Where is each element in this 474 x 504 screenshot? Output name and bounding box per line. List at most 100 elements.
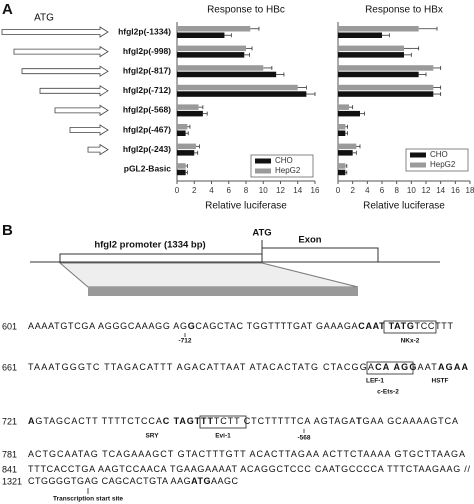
legend-swatch: [255, 168, 271, 174]
x-tick-label: 6: [227, 186, 232, 195]
error-bar: [185, 131, 189, 136]
sequence-segment: CAAT TATG: [358, 321, 414, 331]
annotation: c-Ets-2: [377, 389, 399, 396]
error-bar: [349, 105, 354, 110]
promoter-box: [59, 253, 263, 263]
x-tick-label: 16: [311, 186, 320, 195]
sequence-line: TAAATGGGTC TTAGACATTT AGACATTAAT ATACACT…: [28, 362, 468, 372]
promoter-label: hfgl2 promoter (1334 bp): [94, 240, 205, 251]
sequence-segment: GTAGCACTT TTTTCTCCA: [35, 416, 161, 426]
bar: [338, 150, 353, 156]
sequence-segment: TAAATGGGTC TTAGACATTT AGACATTAAT ATACACT…: [28, 362, 374, 372]
error-bar: [418, 72, 427, 77]
sequence-segment: T: [356, 416, 362, 426]
bar: [338, 143, 357, 150]
error-bar: [246, 46, 253, 51]
zoom-bar: [88, 287, 358, 296]
category-label: pGL2-Basic: [124, 163, 172, 173]
bar: [338, 163, 346, 169]
construct-arrow: [87, 143, 109, 156]
sequence-line: TTTCACCTGA AAGTCCAACA TGAAGAAAAT ACAGGCT…: [28, 464, 470, 474]
bar: [338, 32, 382, 38]
annotation: -712: [178, 338, 191, 345]
annotation: LEF-1: [366, 378, 384, 385]
category-label: hfgl2p(-467): [123, 124, 171, 134]
legend-label: CHO: [430, 150, 448, 159]
legend-swatch: [410, 152, 426, 158]
sequence-segment: CTGGGGTGAG CAGCACTGTA AAG: [28, 476, 191, 486]
x-tick-label: 0: [336, 186, 341, 195]
sequence-segment: CAGCTAC TGGTTTTGAT GAAAGA: [195, 321, 357, 331]
x-tick-label: 4: [209, 186, 214, 195]
bar: [177, 124, 188, 130]
sequence-segment: C TAGTTT: [163, 416, 214, 426]
bar: [177, 143, 196, 150]
bar: [177, 150, 195, 156]
bar: [338, 91, 434, 97]
error-bar: [382, 33, 390, 38]
sequence-segment: AGAA: [438, 362, 469, 372]
x-tick-label: 8: [394, 186, 399, 195]
sequence-segment: A: [28, 416, 35, 426]
construct-arrow: [69, 124, 109, 136]
construct-arrow: [39, 85, 109, 97]
error-bar: [360, 111, 365, 116]
error-bar: [194, 150, 199, 155]
x-tick-label: 2: [192, 186, 197, 195]
sequence-segment: AAAATGTCGA AGGGCAAAGG AG: [28, 321, 187, 331]
bar: [338, 45, 404, 52]
x-axis-label: Relative luciferase: [363, 201, 445, 212]
sequence-position: 661: [2, 362, 17, 372]
bar: [338, 130, 346, 136]
bar: [177, 163, 186, 169]
legend-label: HepG2: [275, 166, 301, 175]
sequence-segment: ACTGCAATAG TCAGAAAGCT GTACTTTGTT ACACTTA…: [28, 449, 465, 459]
bar: [177, 130, 186, 136]
bar: [338, 71, 419, 78]
error-bar: [433, 92, 442, 97]
panel-label: A: [2, 1, 13, 18]
x-tick-label: 8: [244, 186, 249, 195]
panel-label: B: [2, 222, 13, 239]
sequence-segment: ATG: [191, 476, 210, 486]
sequence-position: 721: [2, 416, 17, 426]
bar: [177, 91, 307, 97]
sequence-line: AGTAGCACTT TTTTCTCCAC TAGTTTTCTT CTCTTTT…: [28, 416, 458, 426]
error-bar: [352, 150, 357, 155]
sequence-segment: GAA GCAAAAGTCA: [363, 416, 458, 426]
chart-title: Response to HBx: [365, 5, 443, 16]
error-bar: [198, 105, 204, 110]
x-axis-label: Relative luciferase: [205, 201, 287, 212]
promoter-diagram: hfgl2 promoter (1334 bp) ATG Exon: [30, 228, 440, 296]
error-bar: [404, 52, 412, 57]
category-label: hfgl2p(-712): [123, 85, 171, 95]
sequence-segment: TCTT CTCTTTTTCA AGTAGA: [214, 416, 355, 426]
annotation: HSTF: [432, 378, 449, 385]
bar: [338, 84, 434, 91]
x-tick-label: 10: [407, 186, 416, 195]
annotation: NKx-2: [401, 338, 420, 345]
error-bar: [185, 163, 188, 168]
error-bar: [345, 131, 348, 136]
error-bar: [345, 170, 348, 175]
legend-label: HepG2: [430, 160, 456, 169]
error-bar: [297, 85, 307, 90]
x-tick-label: 0: [175, 186, 180, 195]
category-label: hfgl2p(-1334): [118, 26, 171, 36]
error-bar: [433, 65, 442, 70]
category-label: hfgl2p(-817): [123, 65, 171, 75]
x-tick-label: 10: [259, 186, 268, 195]
error-bar: [263, 65, 273, 70]
sequence-segment: G: [188, 321, 195, 331]
sequence-segment: CA AGG: [375, 362, 416, 372]
motif-box: [383, 320, 437, 334]
sequence-position: 1321: [2, 476, 22, 486]
legend-swatch: [255, 158, 271, 164]
sequence-line: ACTGCAATAG TCAGAAAGCT GTACTTTGTT ACACTTA…: [28, 449, 465, 459]
x-tick-label: 16: [451, 186, 460, 195]
sequence-line: CTGGGGTGAG CAGCACTGTA AAGATGAAGC: [28, 476, 239, 486]
sequence-position: 601: [2, 321, 17, 331]
bar: [177, 104, 199, 110]
construct-header: ATG: [34, 13, 54, 24]
